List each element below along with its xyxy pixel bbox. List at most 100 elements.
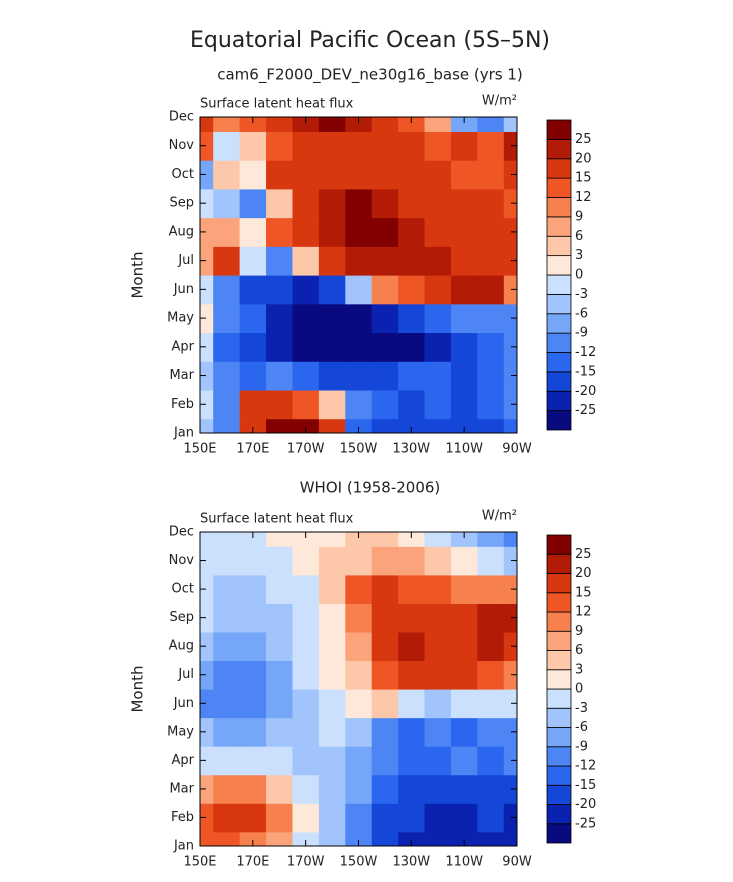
- colorbar-box: [546, 573, 572, 594]
- contour-cell: [292, 246, 320, 276]
- contour-cell: [345, 160, 373, 190]
- contour-cell: [450, 746, 478, 776]
- y-tick-label: Feb: [171, 810, 194, 825]
- contour-cell: [200, 717, 214, 747]
- contour-cell: [398, 717, 426, 747]
- contour-cell: [318, 746, 346, 776]
- contour-cell: [503, 303, 517, 334]
- colorbar-box: [546, 823, 572, 844]
- x-tick-label: 150W: [340, 855, 378, 870]
- contour-cell: [398, 746, 426, 776]
- x-tick-label: 150E: [183, 855, 216, 870]
- contour-cell: [200, 217, 214, 247]
- contour-cell: [503, 631, 517, 662]
- contour-cell: [450, 660, 478, 690]
- contour-cell: [345, 532, 373, 547]
- contour-cell: [398, 774, 426, 804]
- contour-cell: [398, 389, 426, 420]
- colorbar-label: 3: [575, 662, 583, 677]
- colorbar-box: [546, 804, 572, 825]
- x-tick-label: 170W: [287, 855, 325, 870]
- contour-cell: [345, 689, 373, 719]
- contour-cell: [371, 131, 399, 161]
- contour-cell: [239, 131, 267, 161]
- contour-cell: [318, 117, 346, 132]
- contour-cell: [398, 217, 426, 247]
- contour-cell: [345, 660, 373, 690]
- contour-cell: [345, 418, 373, 433]
- contour-cell: [477, 389, 505, 420]
- colorbar-label: -20: [575, 384, 596, 399]
- contour-cell: [239, 188, 267, 219]
- colorbar-box: [546, 784, 572, 805]
- contour-cell: [318, 217, 346, 247]
- contour-cell: [450, 574, 478, 604]
- contour-cell: [239, 546, 267, 576]
- contour-cell: [450, 603, 478, 633]
- contour-cell: [503, 418, 517, 433]
- colorbar-box: [546, 765, 572, 786]
- contour-cell: [450, 131, 478, 161]
- contour-cell: [239, 532, 267, 547]
- contour-cell: [200, 603, 214, 633]
- contour-cell: [239, 631, 267, 662]
- contour-cell: [266, 803, 294, 833]
- contour-cell: [398, 361, 426, 391]
- contour-cell: [292, 774, 320, 804]
- contour-cell: [477, 117, 505, 132]
- contour-cell: [371, 689, 399, 719]
- y-tick-label: Jan: [173, 839, 194, 854]
- contour-cell: [266, 532, 294, 547]
- contour-cell: [292, 574, 320, 604]
- contour-cell: [318, 332, 346, 362]
- contour-cell: [318, 131, 346, 161]
- contour-cell: [398, 117, 426, 132]
- contour-cell: [213, 574, 241, 604]
- colorbar-label: -9: [575, 739, 588, 754]
- contour-cell: [266, 603, 294, 633]
- contour-cell: [424, 389, 452, 420]
- contour-cell: [424, 303, 452, 334]
- contour-cell: [424, 160, 452, 190]
- contour-cell: [371, 831, 399, 846]
- y-tick-label: Aug: [169, 224, 194, 239]
- y-tick-label: May: [167, 311, 194, 326]
- colorbar-label: 0: [575, 682, 583, 697]
- contour-cell: [318, 532, 346, 547]
- contour-cell: [503, 689, 517, 719]
- contour-cell: [200, 774, 214, 804]
- contour-cell: [450, 717, 478, 747]
- contour-cell: [292, 631, 320, 662]
- contour-cell: [292, 717, 320, 747]
- contour-cell: [398, 631, 426, 662]
- contour-cell: [318, 389, 346, 420]
- y-tick-label: Jun: [173, 696, 194, 711]
- contour-cell: [200, 746, 214, 776]
- contour-cell: [371, 303, 399, 334]
- contour-cell: [450, 631, 478, 662]
- contour-cell: [292, 418, 320, 433]
- contour-cell: [477, 332, 505, 362]
- contour-cell: [292, 188, 320, 219]
- contour-cell: [318, 546, 346, 576]
- contour-cell: [239, 361, 267, 391]
- contour-cell: [213, 217, 241, 247]
- contour-cell: [318, 689, 346, 719]
- contour-cell: [239, 303, 267, 334]
- contour-cell: [213, 660, 241, 690]
- colorbar-label: -25: [575, 403, 596, 418]
- colorbar-label: 9: [575, 209, 583, 224]
- contour-cell: [371, 217, 399, 247]
- colorbar-label: 6: [575, 643, 583, 658]
- contour-cell: [477, 774, 505, 804]
- contour-cell: [450, 418, 478, 433]
- x-tick-label: 130W: [392, 442, 430, 457]
- contour-cell: [213, 689, 241, 719]
- contour-cell: [398, 831, 426, 846]
- colorbar-box: [546, 197, 572, 218]
- contour-cell: [398, 689, 426, 719]
- contour-cell: [318, 574, 346, 604]
- x-tick-label: 110W: [445, 855, 483, 870]
- y-tick-label: Jan: [173, 426, 194, 441]
- contour-cell: [398, 160, 426, 190]
